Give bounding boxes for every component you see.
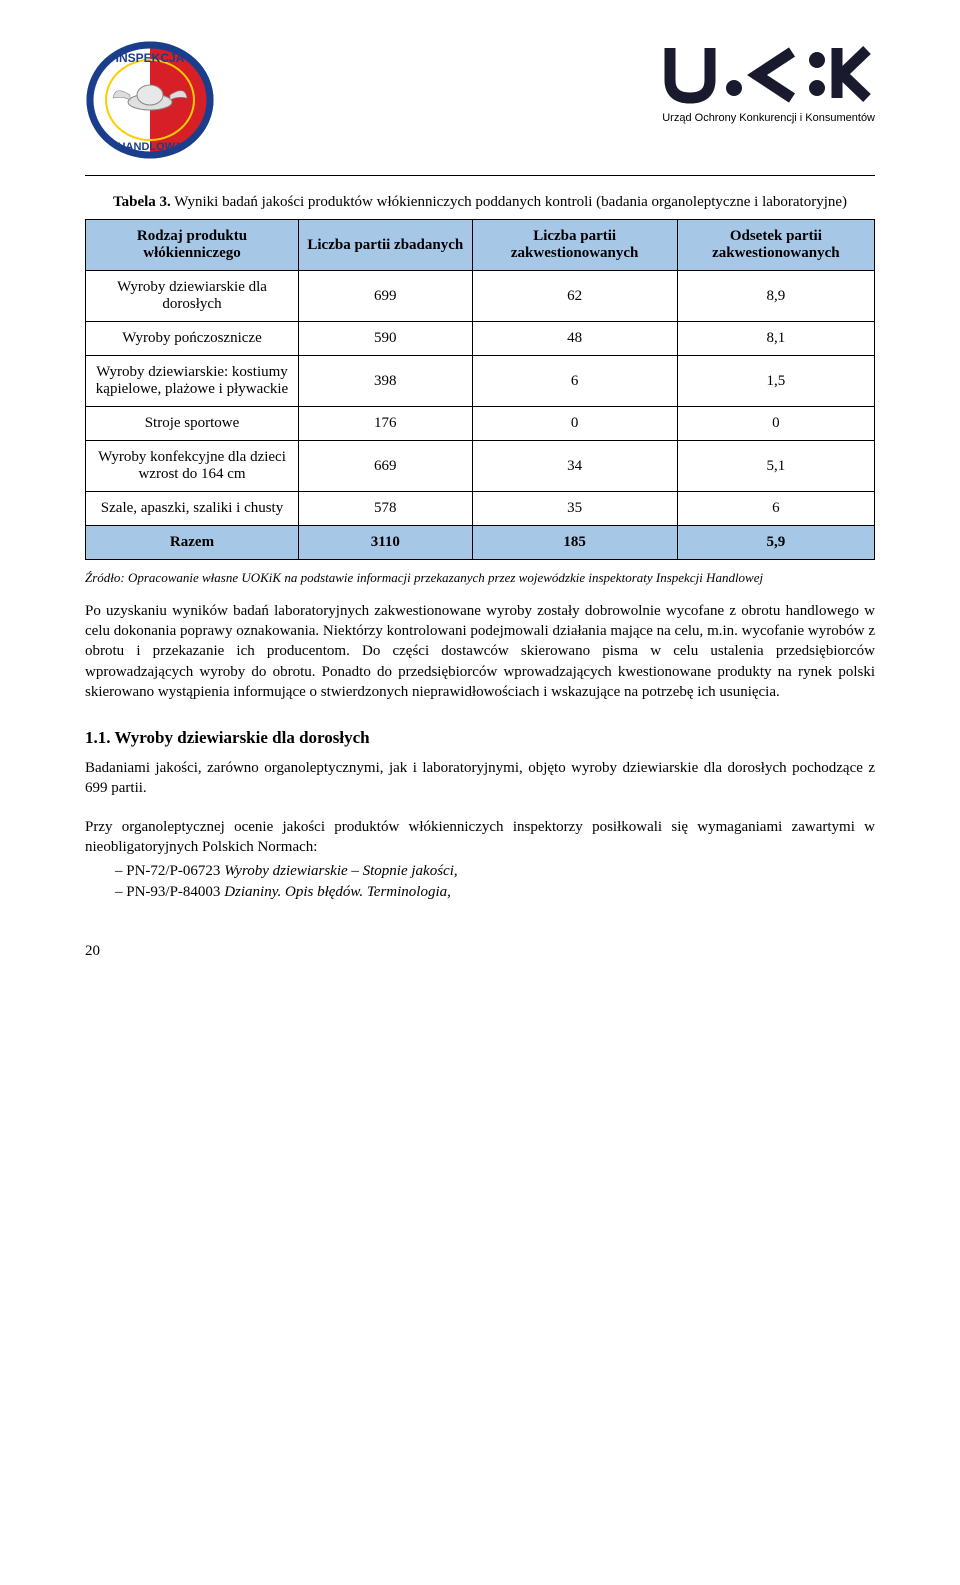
row-percent: 6: [677, 492, 874, 526]
col-product: Rodzaj produktu włókienniczego: [86, 220, 299, 271]
table-caption: Tabela 3. Wyniki badań jakości produktów…: [85, 194, 875, 211]
row-label: Szale, apaszki, szaliki i chusty: [86, 492, 299, 526]
norms-list: PN-72/P-06723 Wyroby dziewiarskie – Stop…: [115, 861, 875, 903]
row-examined: 176: [299, 407, 473, 441]
table-row: Stroje sportowe17600: [86, 407, 875, 441]
row-percent: 1,5: [677, 356, 874, 407]
svg-text:INSPEKCJA: INSPEKCJA: [116, 51, 185, 65]
row-label: Wyroby dziewiarskie: kostiumy kąpielowe,…: [86, 356, 299, 407]
row-questioned: 62: [472, 271, 677, 322]
table-total-row: Razem31101855,9: [86, 526, 875, 560]
page-number: 20: [85, 943, 875, 960]
col-questioned: Liczba partii zakwestionowanych: [472, 220, 677, 271]
list-item: PN-72/P-06723 Wyroby dziewiarskie – Stop…: [115, 861, 875, 882]
header-rule: [85, 175, 875, 176]
uokik-logo: Urząd Ochrony Konkurencji i Konsumentów: [662, 40, 875, 124]
table-row: Wyroby dziewiarskie: kostiumy kąpielowe,…: [86, 356, 875, 407]
total-label: Razem: [86, 526, 299, 560]
svg-text:HANDLOWA: HANDLOWA: [118, 141, 183, 153]
row-percent: 0: [677, 407, 874, 441]
table-caption-text: Wyniki badań jakości produktów włókienni…: [171, 194, 847, 210]
page-header: INSPEKCJA HANDLOWA: [85, 40, 875, 165]
row-questioned: 48: [472, 322, 677, 356]
row-label: Wyroby konfekcyjne dla dzieci wzrost do …: [86, 441, 299, 492]
table-header-row: Rodzaj produktu włókienniczego Liczba pa…: [86, 220, 875, 271]
row-questioned: 0: [472, 407, 677, 441]
table-row: Wyroby dziewiarskie dla dorosłych699628,…: [86, 271, 875, 322]
table-source: Źródło: Opracowanie własne UOKiK na pods…: [85, 570, 875, 587]
row-percent: 8,1: [677, 322, 874, 356]
uokik-caption: Urząd Ochrony Konkurencji i Konsumentów: [662, 112, 875, 124]
section-title: 1.1. Wyroby dziewiarskie dla dorosłych: [85, 728, 875, 748]
row-examined: 590: [299, 322, 473, 356]
row-examined: 699: [299, 271, 473, 322]
total-examined: 3110: [299, 526, 473, 560]
table-caption-number: Tabela 3.: [113, 194, 171, 210]
row-label: Wyroby dziewiarskie dla dorosłych: [86, 271, 299, 322]
paragraph-3: Przy organoleptycznej ocenie jakości pro…: [85, 817, 875, 858]
row-questioned: 34: [472, 441, 677, 492]
total-percent: 5,9: [677, 526, 874, 560]
row-questioned: 35: [472, 492, 677, 526]
row-examined: 669: [299, 441, 473, 492]
list-item: PN-93/P-84003 Dzianiny. Opis błędów. Ter…: [115, 882, 875, 903]
table-row: Wyroby konfekcyjne dla dzieci wzrost do …: [86, 441, 875, 492]
row-examined: 398: [299, 356, 473, 407]
row-percent: 8,9: [677, 271, 874, 322]
total-questioned: 185: [472, 526, 677, 560]
inspekcja-handlowa-logo: INSPEKCJA HANDLOWA: [85, 40, 215, 165]
row-label: Wyroby pończosznicze: [86, 322, 299, 356]
row-examined: 578: [299, 492, 473, 526]
table-row: Wyroby pończosznicze590488,1: [86, 322, 875, 356]
row-questioned: 6: [472, 356, 677, 407]
col-percent: Odsetek partii zakwestionowanych: [677, 220, 874, 271]
results-table: Rodzaj produktu włókienniczego Liczba pa…: [85, 219, 875, 560]
row-percent: 5,1: [677, 441, 874, 492]
paragraph-2: Badaniami jakości, zarówno organoleptycz…: [85, 758, 875, 799]
paragraph-1: Po uzyskaniu wyników badań laboratoryjny…: [85, 601, 875, 702]
table-row: Szale, apaszki, szaliki i chusty578356: [86, 492, 875, 526]
row-label: Stroje sportowe: [86, 407, 299, 441]
col-examined: Liczba partii zbadanych: [299, 220, 473, 271]
